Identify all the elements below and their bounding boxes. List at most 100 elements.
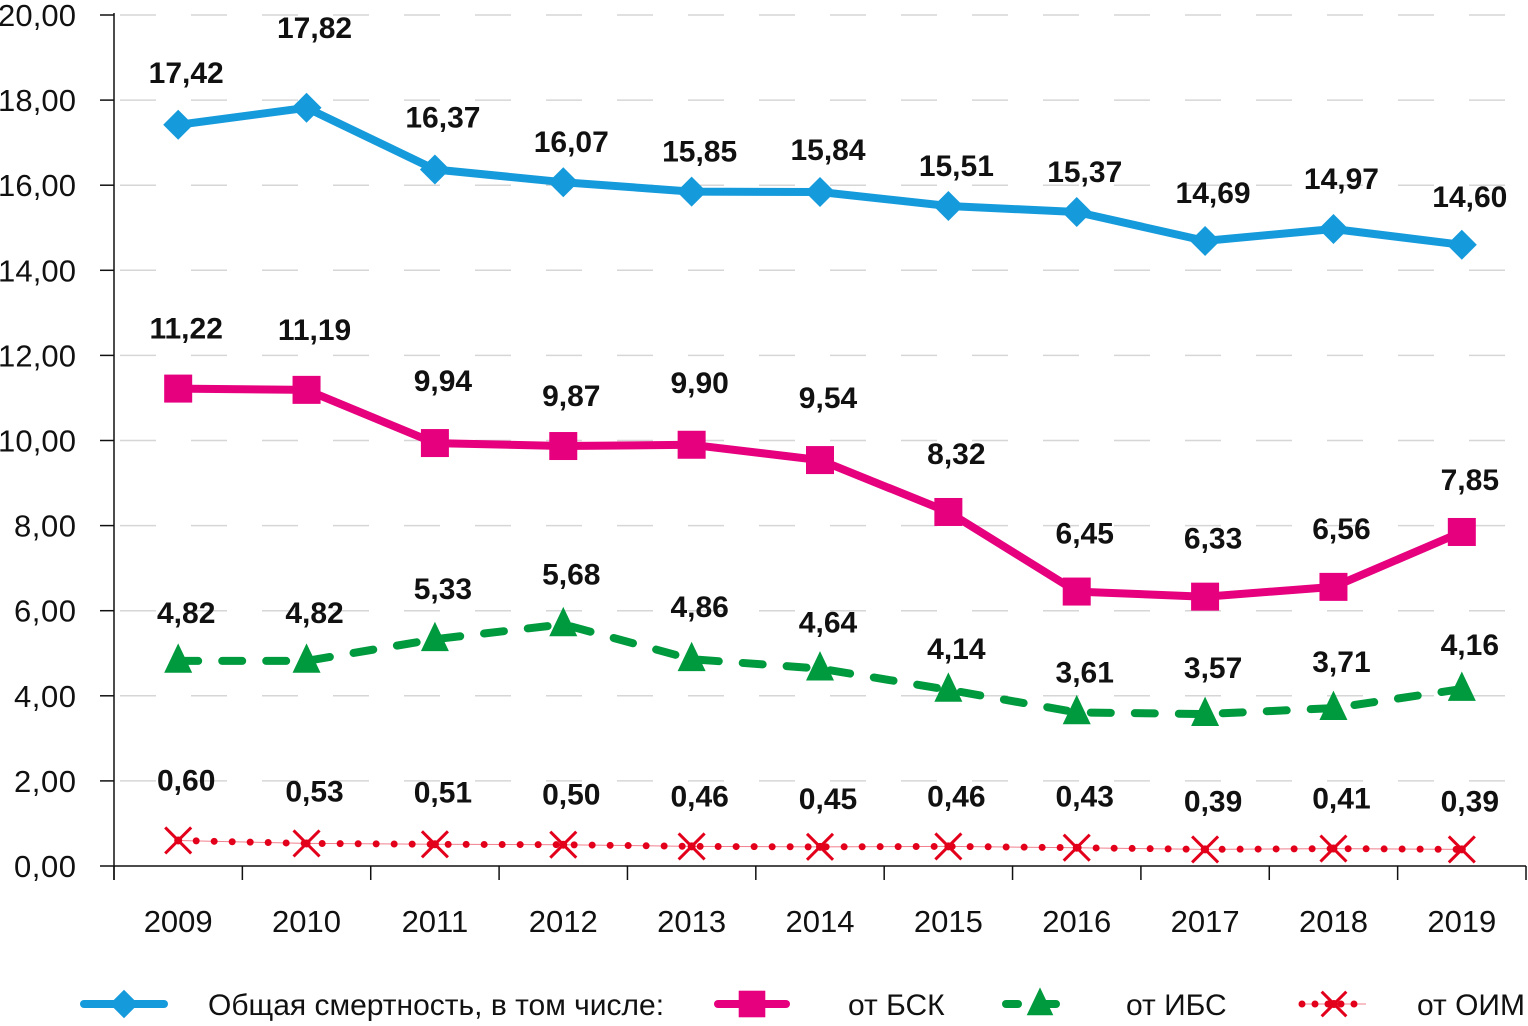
data-label: 0,39 — [1184, 785, 1242, 818]
x-marker — [1320, 990, 1348, 1018]
legend-item-1: от БСК — [714, 989, 945, 1022]
x-marker-center — [816, 842, 824, 851]
data-label: 0,46 — [927, 780, 985, 813]
x-marker — [420, 830, 449, 859]
data-label: 4,64 — [799, 607, 858, 640]
x-marker-center — [430, 840, 439, 849]
data-label: 9,90 — [670, 367, 728, 400]
data-labels: 17,42 17,82 16,37 16,07 15,85 15,84 15,51 15,37… — [149, 12, 1508, 819]
diamond-marker — [163, 109, 194, 140]
y-tick-label: 6,00 — [14, 594, 76, 629]
x-marker-center — [559, 840, 568, 849]
diamond-marker — [805, 177, 835, 208]
data-label: 6,33 — [1184, 523, 1242, 556]
square-marker — [1191, 582, 1220, 611]
series-3 — [164, 826, 1476, 864]
x-tick-label: 2016 — [1042, 904, 1111, 939]
data-label: 14,60 — [1432, 181, 1507, 214]
square-marker — [677, 430, 706, 459]
y-tick-label: 14,00 — [0, 253, 76, 288]
square-marker — [738, 990, 766, 1018]
x-tick-label: 2013 — [657, 904, 726, 939]
x-marker — [805, 832, 835, 861]
x-marker-center — [1072, 843, 1081, 852]
data-label: 3,61 — [1056, 656, 1114, 689]
legend-item-0: Общая смертность, в том числе: — [80, 989, 664, 1022]
x-marker-center — [687, 842, 696, 851]
square-marker — [549, 432, 578, 461]
y-tick-label: 4,00 — [14, 679, 76, 714]
x-marker — [934, 832, 963, 861]
diamond-marker — [109, 989, 139, 1019]
data-label: 16,37 — [405, 101, 480, 134]
data-label: 14,69 — [1176, 177, 1251, 210]
x-tick-label: 2010 — [272, 904, 341, 939]
y-tick-label: 18,00 — [0, 83, 76, 118]
data-label: 8,32 — [927, 438, 985, 471]
data-label: 5,33 — [414, 573, 472, 606]
data-label: 0,41 — [1312, 783, 1370, 816]
x-marker — [1447, 835, 1476, 864]
data-label: 0,51 — [414, 776, 472, 809]
data-label: 11,22 — [149, 313, 222, 346]
square-marker — [164, 374, 193, 403]
data-label: 6,56 — [1312, 513, 1370, 546]
x-marker-center — [944, 842, 953, 851]
legend-label: Общая смертность, в том числе: — [208, 989, 664, 1022]
series-line — [177, 103, 1463, 249]
x-marker-center — [1457, 845, 1466, 854]
x-tick-label: 2012 — [529, 904, 598, 939]
x-marker — [292, 829, 321, 858]
diamond-marker — [933, 191, 964, 222]
data-label: 11,19 — [278, 314, 351, 347]
triangle-marker — [420, 621, 449, 652]
data-label: 4,82 — [285, 597, 343, 630]
square-marker — [1319, 572, 1348, 601]
data-label: 16,07 — [534, 126, 609, 159]
x-marker-center — [1329, 844, 1338, 853]
data-label: 7,85 — [1441, 464, 1499, 497]
square-marker — [292, 375, 321, 404]
legend-label: от ИБС — [1126, 989, 1227, 1022]
diamond-marker — [1061, 197, 1092, 228]
square-marker — [806, 446, 834, 475]
data-label: 9,54 — [799, 382, 858, 415]
triangle-marker — [164, 643, 193, 673]
y-tick-label: 8,00 — [14, 509, 76, 544]
data-label: 0,53 — [285, 775, 343, 808]
triangle-marker — [1191, 696, 1220, 726]
data-label: 17,42 — [149, 57, 224, 90]
diamond-marker — [419, 154, 450, 185]
y-tick-label: 20,00 — [0, 0, 76, 33]
series-line — [178, 384, 1464, 601]
x-marker — [1062, 833, 1091, 862]
series-line — [174, 837, 1466, 853]
x-marker-center — [1201, 845, 1210, 854]
x-tick-label: 2017 — [1171, 904, 1240, 939]
gridlines — [114, 14, 1526, 782]
data-label: 5,68 — [542, 558, 600, 591]
legend-item-2: от ИБС — [1002, 987, 1227, 1022]
x-marker-center — [302, 839, 311, 848]
axes: 0,00 2,00 4,00 6,00 8,00 10,00 12,00 14,00 16,00… — [0, 0, 1527, 939]
diamond-marker — [1318, 214, 1349, 245]
data-label: 0,43 — [1056, 781, 1114, 814]
data-label: 4,14 — [927, 633, 986, 666]
triangle-marker — [934, 672, 963, 702]
data-label: 14,97 — [1304, 163, 1379, 196]
y-tick-label: 10,00 — [0, 424, 76, 459]
square-marker — [934, 497, 963, 526]
x-marker — [549, 830, 578, 859]
data-label: 0,50 — [542, 779, 600, 812]
x-tick-label: 2009 — [144, 904, 213, 939]
data-label: 15,51 — [919, 150, 994, 183]
data-label: 15,84 — [790, 134, 865, 167]
diamond-marker — [676, 176, 707, 207]
data-label: 4,86 — [670, 591, 728, 624]
data-label: 3,57 — [1184, 652, 1242, 685]
legend: Общая смертность, в том числе: от БСК от И… — [80, 987, 1525, 1022]
data-label: 15,37 — [1047, 156, 1122, 189]
x-tick-label: 2019 — [1427, 904, 1496, 939]
triangle-marker — [549, 606, 578, 637]
data-label: 9,87 — [542, 380, 600, 413]
